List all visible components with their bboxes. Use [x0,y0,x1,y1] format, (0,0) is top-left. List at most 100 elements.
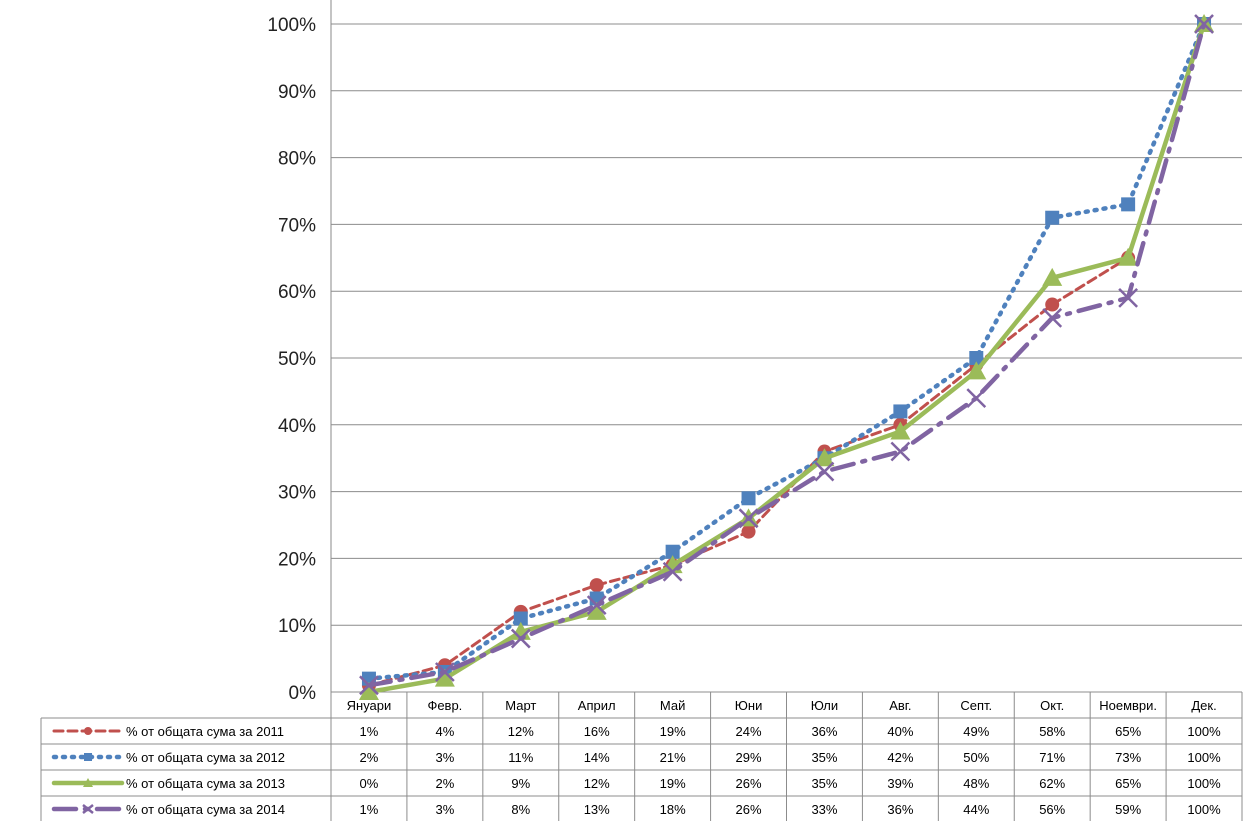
data-table-cell: 44% [963,802,989,817]
data-table-cell: 48% [963,776,989,791]
data-table-cell: 49% [963,724,989,739]
data-point-marker [510,621,531,640]
y-tick-label: 50% [278,349,316,370]
legend-label: % от общата сума за 2012 [126,750,285,765]
data-table-cell: 26% [736,776,762,791]
data-table-cell: 1% [360,802,379,817]
category-label: Ноември. [1099,698,1157,713]
series-line-4 [366,21,1207,688]
data-table-cell: 33% [811,802,837,817]
legend-label: % от общата сума за 2011 [126,724,284,739]
data-point-marker [814,448,835,467]
data-table-cell: 36% [887,802,913,817]
data-table-cell: 100% [1187,750,1221,765]
legend-label: % от общата сума за 2014 [126,802,285,817]
data-table-cell: 3% [435,802,454,817]
y-tick-label: 100% [267,15,316,36]
category-label: Септ. [960,698,992,713]
data-table-cell: 13% [584,802,610,817]
category-label: Май [660,698,685,713]
data-table-cell: 12% [508,724,534,739]
data-table-cell: 2% [435,776,454,791]
data-point-marker [966,361,987,380]
data-table-cell: 50% [963,750,989,765]
data-point-marker [738,508,759,529]
y-tick-label: 80% [278,149,316,170]
legend-key-marker [82,804,94,814]
data-table-cell: 65% [1115,776,1141,791]
category-label: Април [578,698,616,713]
data-point-marker [586,595,607,616]
data-point-marker [1121,197,1136,212]
data-point-marker [662,561,683,582]
legend-label: % от общата сума за 2013 [126,776,285,791]
data-table-cell: 100% [1187,724,1221,739]
legend-key-marker [84,753,92,761]
data-point-marker [890,421,911,440]
data-table-cell: 56% [1039,802,1065,817]
data-table-cell: 26% [736,802,762,817]
data-table-cell: 21% [660,750,686,765]
data-point-marker [1045,297,1060,312]
data-point-marker [969,351,984,365]
category-label: Юни [735,698,763,713]
data-point-marker [893,404,908,419]
data-table-cell: 42% [887,750,913,765]
data-table-cell: 40% [887,724,913,739]
y-tick-label: 90% [278,82,316,103]
data-table-cell: 1% [360,724,379,739]
data-table-cell: 62% [1039,776,1065,791]
y-tick-label: 70% [278,215,316,236]
data-table-cell: 24% [736,724,762,739]
data-point-marker [1118,287,1139,308]
category-label: Юли [811,698,838,713]
data-point-marker [1042,267,1063,286]
data-point-marker [510,628,531,649]
y-tick-label: 0% [289,683,317,704]
data-point-marker [1045,210,1060,225]
data-table-cell: 36% [811,724,837,739]
data-point-marker [434,668,455,687]
y-tick-label: 60% [278,282,316,303]
data-table-cell: 16% [584,724,610,739]
data-table-cell: 29% [736,750,762,765]
data-table-cell: 58% [1039,724,1065,739]
data-table-cell: 0% [360,776,379,791]
data-point-marker [1042,308,1063,328]
data-table-cell: 35% [811,776,837,791]
data-table-cell: 19% [660,724,686,739]
series-line-3 [366,21,1207,695]
data-point-marker [890,441,911,462]
data-table-cell: 71% [1039,750,1065,765]
legend-key-marker [83,778,93,787]
data-table-cell: 4% [435,724,454,739]
data-point-marker [513,611,528,626]
data-point-marker [814,461,835,482]
data-table-cell: 35% [811,750,837,765]
data-table-cell: 12% [584,776,610,791]
data-point-marker [434,662,455,682]
data-point-marker [1194,14,1214,34]
category-label: Дек. [1191,698,1216,713]
data-table-cell: 59% [1115,802,1141,817]
series-line-1 [367,22,1206,687]
category-label: Февр. [427,698,462,713]
data-table-cell: 100% [1187,802,1221,817]
category-label: Март [505,698,536,713]
y-tick-label: 30% [278,483,316,504]
y-tick-label: 40% [278,416,316,437]
data-table-cell: 39% [887,776,913,791]
data-point-marker [741,524,756,539]
data-table-cell: 65% [1115,724,1141,739]
data-point-marker [359,675,379,696]
data-table-cell: 100% [1187,776,1221,791]
legend-key-marker [84,727,92,735]
data-point-marker [586,601,607,620]
category-label: Авг. [889,698,911,713]
series-line-2 [366,21,1207,681]
data-point-marker [358,682,379,700]
y-tick-label: 10% [278,616,316,637]
data-table-cell: 18% [660,802,686,817]
